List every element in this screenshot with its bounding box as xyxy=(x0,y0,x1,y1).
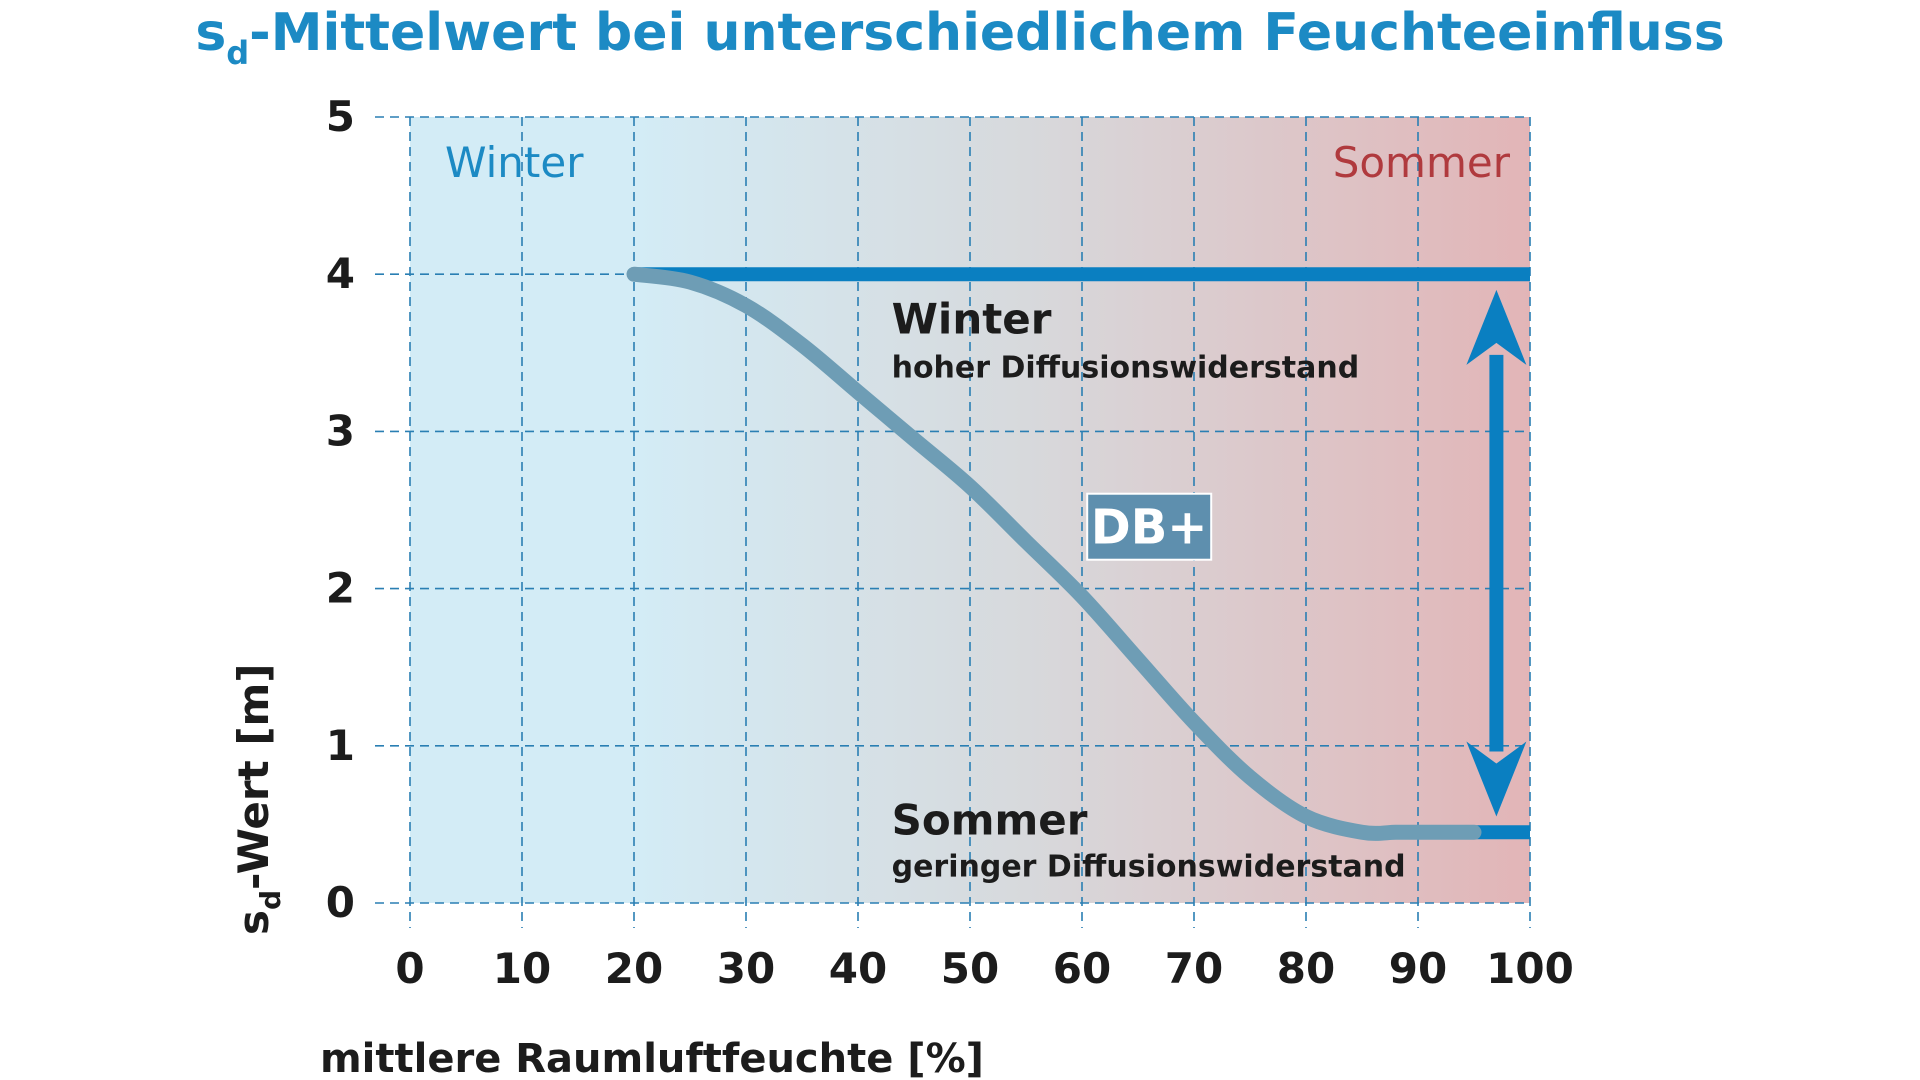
y-axis-label-prefix: s xyxy=(229,910,278,935)
y-axis-label: sd-Wert [m] xyxy=(229,664,287,935)
x-tick-label: 40 xyxy=(829,944,887,993)
x-tick-label: 30 xyxy=(717,944,775,993)
x-tick-label: 100 xyxy=(1486,944,1574,993)
x-tick-label: 0 xyxy=(395,944,424,993)
arrow-head-up xyxy=(1466,289,1527,365)
arrow-head-down xyxy=(1466,741,1527,817)
annotation-sommer-title: Sommer xyxy=(892,795,1088,844)
region-label-sommer: Sommer xyxy=(1333,138,1511,187)
x-tick-label: 50 xyxy=(941,944,999,993)
y-tick-label: 4 xyxy=(326,249,355,298)
y-axis-label-subscript: d xyxy=(254,890,287,910)
x-tick-labels: 0 10 20 30 40 50 60 70 80 90 100 xyxy=(395,944,1573,993)
x-tick-label: 20 xyxy=(605,944,663,993)
title-prefix: s xyxy=(195,3,226,63)
y-axis-label-rest: -Wert [m] xyxy=(229,664,278,890)
y-tick-labels: 0 1 2 3 4 5 xyxy=(326,92,355,927)
y-tick-label: 1 xyxy=(326,721,355,770)
x-tick-label: 60 xyxy=(1053,944,1111,993)
annotation-winter-subtitle: hoher Diffusionswiderstand xyxy=(892,350,1360,385)
x-tick-label: 80 xyxy=(1277,944,1335,993)
chart-marks xyxy=(626,266,1530,841)
region-label-winter: Winter xyxy=(445,138,584,187)
y-tick-label: 0 xyxy=(326,878,355,927)
badge-background xyxy=(1086,492,1213,561)
grid-lines xyxy=(375,116,1531,928)
x-tick-label: 10 xyxy=(493,944,551,993)
series-badge: DB+ xyxy=(1086,492,1213,561)
title-rest: -Mittelwert bei unterschiedlichem Feucht… xyxy=(249,3,1725,63)
annotation-sommer-subtitle: geringer Diffusionswiderstand xyxy=(892,849,1406,884)
chart-title: sd-Mittelwert bei unterschiedlichem Feuc… xyxy=(195,3,1724,72)
x-axis-label: mittlere Raumluftfeuchte [%] xyxy=(320,1036,984,1080)
x-tick-label: 70 xyxy=(1165,944,1223,993)
annotation-winter-title: Winter xyxy=(892,294,1052,343)
x-tick-label: 90 xyxy=(1389,944,1447,993)
y-tick-label: 5 xyxy=(326,92,355,141)
badge-label: DB+ xyxy=(1091,500,1208,556)
title-subscript: d xyxy=(226,34,249,72)
y-tick-label: 2 xyxy=(326,564,355,613)
y-tick-label: 3 xyxy=(326,406,355,455)
